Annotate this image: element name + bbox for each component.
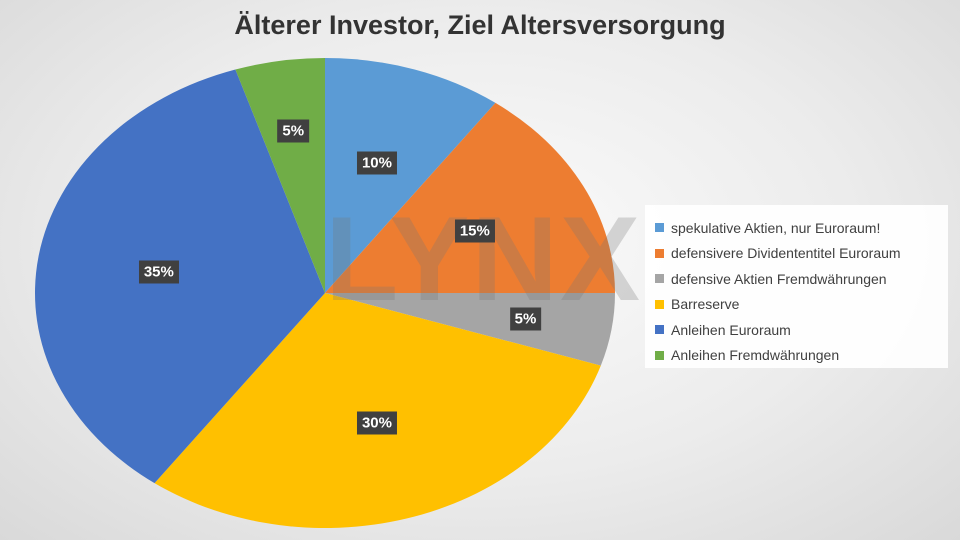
legend-swatch [655, 299, 664, 309]
data-label-6: 5% [277, 119, 310, 143]
data-label-4: 30% [356, 411, 397, 435]
pie-slice-1 [325, 58, 496, 293]
legend-item: Anleihen Euroraum [655, 317, 948, 343]
pie-slice-2 [325, 102, 615, 293]
legend-label: defensivere Dividententitel Euroraum [671, 245, 901, 262]
legend-label: Anleihen Fremdwährungen [671, 347, 840, 364]
legend-item: spekulative Aktien, nur Euroraum! [655, 215, 948, 241]
chart-title: Älterer Investor, Ziel Altersversorgung [234, 10, 726, 40]
legend-swatch [655, 223, 664, 233]
legend-label: Anleihen Euroraum [671, 321, 791, 338]
legend-item: defensivere Dividententitel Euroraum [655, 241, 948, 267]
legend-item: Anleihen Fremdwährungen [655, 343, 948, 369]
legend-swatch [655, 350, 664, 360]
data-label-5: 35% [138, 260, 179, 284]
pie-slice-3 [325, 293, 615, 366]
data-label-1: 10% [356, 151, 397, 175]
legend-item: defensive Aktien Fremdwährungen [655, 266, 948, 292]
legend-label: defensive Aktien Fremdwährungen [671, 270, 887, 287]
legend-swatch [655, 274, 664, 284]
pie-slice-5 [35, 69, 325, 484]
pie-slice-4 [154, 293, 601, 528]
legend-label: Barreserve [671, 296, 740, 313]
pie-slice-6 [235, 58, 325, 293]
legend-swatch [655, 325, 664, 335]
legend-item: Barreserve [655, 292, 948, 318]
data-label-2: 15% [454, 219, 495, 243]
legend-label: spekulative Aktien, nur Euroraum! [671, 219, 881, 236]
legend-swatch [655, 248, 664, 258]
chart-legend: spekulative Aktien, nur Euroraum! defensi… [645, 205, 948, 368]
data-label-3: 5% [509, 307, 542, 331]
